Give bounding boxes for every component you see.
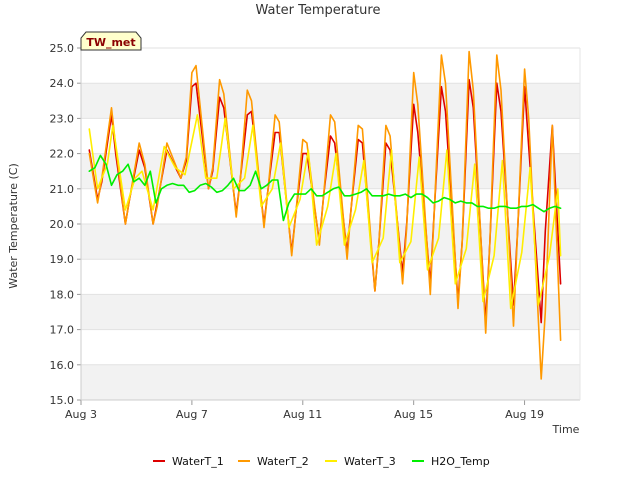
y-tick-label-8: 23.0 xyxy=(50,112,75,125)
band-2 xyxy=(81,224,580,260)
y-tick-label-9: 24.0 xyxy=(50,77,75,90)
series-lines xyxy=(88,50,562,380)
series-line-watert-3 xyxy=(88,114,562,310)
background-bands xyxy=(81,83,580,400)
band-4 xyxy=(81,83,580,119)
legend-label: H2O_Temp xyxy=(431,455,490,468)
y-tick-label-4: 19.0 xyxy=(50,253,75,266)
legend-item-watert-3: WaterT_3 xyxy=(325,455,396,468)
legend-label: WaterT_1 xyxy=(172,455,224,468)
badge-label: TW_met xyxy=(86,36,135,49)
chart-title: Water Temperature xyxy=(256,3,381,18)
y-tick-label-2: 17.0 xyxy=(50,324,75,337)
plot-frame xyxy=(80,48,581,401)
series-line-watert-2 xyxy=(88,50,562,380)
x-tick-label-3: Aug 15 xyxy=(394,408,433,421)
y-tick-label-3: 18.0 xyxy=(50,288,75,301)
y-tick-label-7: 22.0 xyxy=(50,148,75,161)
legend-item-watert-1: WaterT_1 xyxy=(153,455,224,468)
x-axis-ticks: Aug 3 Aug 7 Aug 11 Aug 15 Aug 19 xyxy=(65,400,544,421)
legend-label: WaterT_3 xyxy=(344,455,396,468)
y-axis-label: Water Temperature (C) xyxy=(7,163,20,288)
y-tick-label-0: 15.0 xyxy=(50,394,75,407)
x-axis-label: Time xyxy=(552,423,580,436)
y-tick-label-1: 16.0 xyxy=(50,359,75,372)
station-badge: TW_met xyxy=(80,31,142,51)
x-tick-label-4: Aug 19 xyxy=(505,408,544,421)
y-axis-ticks: 15.0 16.0 17.0 18.0 19.0 20.0 21.0 22.0 23.0 24.0… xyxy=(50,42,81,407)
x-tick-label-1: Aug 7 xyxy=(176,408,208,421)
series-line-h2o-temp xyxy=(88,154,562,222)
legend-item-h2o-temp: H2O_Temp xyxy=(412,455,490,468)
x-tick-label-0: Aug 3 xyxy=(65,408,97,421)
x-tick-label-2: Aug 11 xyxy=(283,408,322,421)
legend-item-watert-2: WaterT_2 xyxy=(238,455,309,468)
y-tick-label-5: 20.0 xyxy=(50,218,75,231)
band-1 xyxy=(81,294,580,330)
legend: WaterT_1 WaterT_2 WaterT_3 H2O_Temp xyxy=(153,455,490,468)
badge-box xyxy=(80,31,142,51)
y-tick-label-10: 25.0 xyxy=(50,42,75,55)
legend-label: WaterT_2 xyxy=(257,455,309,468)
y-tick-label-6: 21.0 xyxy=(50,183,75,196)
band-0 xyxy=(81,364,580,400)
